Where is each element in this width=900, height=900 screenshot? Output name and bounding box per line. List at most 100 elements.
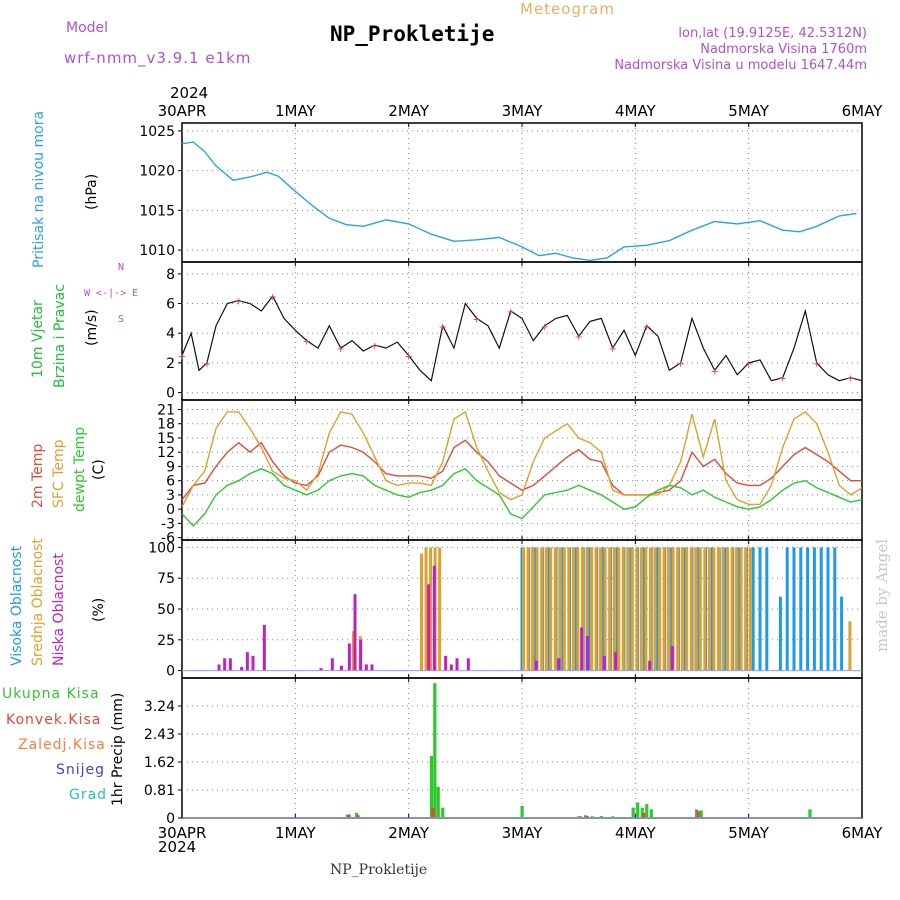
wind-speed-marker: +	[812, 359, 820, 370]
wind-speed-marker: +	[846, 374, 854, 385]
precip-label-1-text: Ukupna Kisa	[2, 686, 100, 702]
y-tick-label: 6	[166, 297, 175, 313]
y-tick-label: -3	[161, 516, 175, 532]
y-tick-label: 100	[148, 540, 175, 556]
y-tick-label: 4	[166, 326, 175, 342]
bar-niska-oblacnost	[557, 658, 561, 671]
wind-compass-s-text: S	[118, 314, 125, 325]
bar-niska-oblacnost	[427, 584, 431, 671]
y-tick-label: 25	[157, 633, 175, 649]
bar-srednja-oblacnost	[698, 547, 702, 671]
chart-title: NP_Prokletije	[330, 22, 494, 46]
elevation-text: Nadmorska Visina 1760m	[700, 42, 867, 57]
time-label-bottom: 30APR	[158, 824, 207, 842]
wind-speed-marker: +	[642, 322, 650, 333]
year-top: 2024	[170, 84, 208, 102]
bar-visoka-oblacnost	[758, 547, 762, 671]
time-label-bottom: 1MAY	[275, 824, 317, 842]
y-tick-label: 3	[166, 488, 175, 504]
bar-srednja-oblacnost	[558, 547, 562, 671]
bar-niska-oblacnost	[223, 658, 227, 671]
bar-srednja-oblacnost	[580, 547, 584, 671]
wind-speed-marker: +	[710, 366, 718, 377]
bar-niska-oblacnost	[245, 652, 249, 671]
bar-srednja-oblacnost	[689, 547, 693, 671]
bar-niska-oblacnost	[614, 652, 618, 671]
precip-label-2-text: Konvek.Kisa	[6, 712, 102, 728]
bar-niska-oblacnost	[602, 655, 606, 671]
bar-srednja-oblacnost	[526, 547, 530, 671]
bar-srednja-oblacnost	[567, 547, 571, 671]
bar-konvek-kisa	[578, 816, 582, 818]
bar-konvek-kisa	[356, 815, 360, 818]
bar-ukupna-kisa	[636, 802, 640, 818]
precip-label-1: Ukupna Kisa	[2, 686, 100, 702]
bar-visoka-oblacnost	[751, 547, 755, 671]
bar-srednja-oblacnost	[612, 547, 616, 671]
bar-srednja-oblacnost	[621, 547, 625, 671]
y-tick-label: 9	[166, 459, 175, 475]
bar-srednja-oblacnost	[424, 547, 428, 671]
bar-srednja-oblacnost	[653, 547, 657, 671]
bar-srednja-oblacnost	[671, 547, 675, 671]
time-label-bottom: 2MAY	[388, 824, 430, 842]
bar-srednja-oblacnost	[694, 547, 698, 671]
y-tick-label: 2	[166, 356, 175, 372]
bar-niska-oblacnost	[670, 645, 674, 671]
bar-srednja-oblacnost	[438, 547, 442, 671]
bar-srednja-oblacnost	[617, 547, 621, 671]
bar-konvek-kisa	[642, 812, 646, 818]
wind-speed-marker: +	[540, 322, 548, 333]
y-tick-label: -6	[161, 531, 175, 547]
y-tick-label: 0	[166, 502, 175, 518]
time-label-top: 3MAY	[502, 102, 544, 120]
bar-srednja-oblacnost	[535, 547, 539, 671]
y-tick-label: 2.43	[144, 727, 175, 743]
elevation-model-text: Nadmorska Visina u modelu 1647.44m	[614, 58, 867, 73]
wind-speed-marker: +	[370, 341, 378, 352]
y-tick-label: 15	[157, 431, 175, 447]
bar-ukupna-kisa	[520, 805, 524, 818]
model-name: wrf-nmm_v3.9.1 e1km	[64, 49, 251, 67]
time-label-top: 6MAY	[842, 102, 884, 120]
bar-niska-oblacnost	[648, 660, 652, 671]
bar-visoka-oblacnost	[819, 547, 823, 671]
bar-srednja-oblacnost	[603, 547, 607, 671]
bar-visoka-oblacnost	[806, 547, 810, 671]
bar-niska-oblacnost	[580, 627, 584, 671]
time-label-top: 1MAY	[275, 102, 317, 120]
wind-speed-marker: +	[404, 351, 412, 362]
bar-srednja-oblacnost	[676, 547, 680, 671]
bar-niska-oblacnost	[585, 636, 589, 671]
bar-srednja-oblacnost	[680, 547, 684, 671]
bar-ukupna-kisa	[436, 786, 440, 818]
model-label: Model	[66, 20, 108, 36]
wind-speed-marker: +	[268, 292, 276, 303]
bar-visoka-oblacnost	[785, 547, 789, 671]
wind-speed-marker: +	[302, 337, 310, 348]
bar-visoka-oblacnost	[812, 547, 816, 671]
bar-srednja-oblacnost	[639, 547, 643, 671]
precip-label-3-text: Zaledj.Kisa	[18, 737, 106, 753]
model-label-text: Model	[66, 20, 109, 36]
footer-station: NP_Prokletije	[330, 862, 427, 878]
meteogram-label: Meteogram	[520, 0, 615, 18]
series-line-speed	[182, 294, 862, 382]
bar-ukupna-kisa	[611, 816, 615, 818]
y-tick-label: 0	[166, 811, 175, 827]
lonlat-text: lon,lat (19.9125E, 42.5312N)	[678, 26, 867, 41]
wind-speed-marker: +	[203, 359, 211, 370]
time-label-bottom: 3MAY	[502, 824, 544, 842]
bar-srednja-oblacnost	[576, 547, 580, 671]
y-tick-label: 1010	[139, 243, 175, 259]
wind-compass-text: W <-|-> E	[84, 288, 139, 299]
bar-niska-oblacnost	[353, 594, 357, 671]
y-tick-label: 1015	[139, 203, 175, 219]
bar-visoka-oblacnost	[840, 596, 844, 671]
bar-srednja-oblacnost	[848, 621, 852, 671]
y-tick-label: 3.24	[144, 699, 175, 715]
bar-konvek-kisa	[347, 814, 351, 818]
wind-speed-marker: +	[744, 359, 752, 370]
meteogram-label-text: Meteogram	[520, 0, 615, 18]
precip-label-4: Snijeg	[56, 762, 105, 778]
